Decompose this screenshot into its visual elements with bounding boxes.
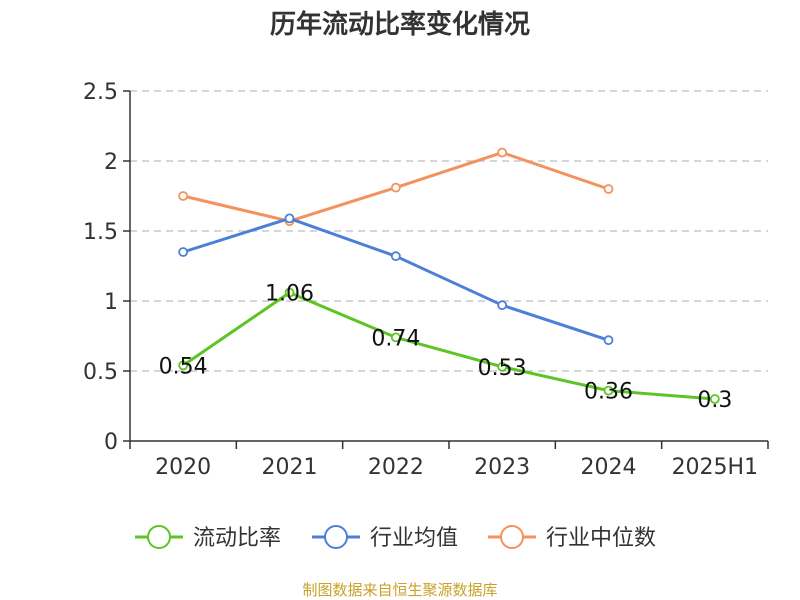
source-note: 制图数据来自恒生聚源数据库 bbox=[302, 581, 497, 599]
data-point[interactable] bbox=[390, 332, 401, 343]
data-point[interactable] bbox=[497, 147, 508, 158]
x-tick-label: 2024 bbox=[581, 455, 637, 480]
legend-marker bbox=[147, 525, 171, 549]
y-tick-label: 2.5 bbox=[83, 80, 118, 105]
data-label: 0.53 bbox=[478, 356, 527, 381]
series-line-0 bbox=[182, 291, 715, 401]
data-point[interactable] bbox=[284, 213, 295, 224]
y-tick-label: 0.5 bbox=[83, 360, 118, 385]
x-tick-label: 2025H1 bbox=[672, 455, 759, 480]
data-point[interactable] bbox=[709, 394, 720, 404]
legend[interactable]: 流动比率 行业均值 行业中位数 bbox=[135, 525, 656, 551]
legend-item-0[interactable]: 流动比率 bbox=[135, 525, 281, 551]
data-point[interactable] bbox=[178, 360, 189, 371]
data-labels: 0.54 1.06 0.74 0.53 0.36 0.3 bbox=[159, 282, 733, 413]
data-point[interactable] bbox=[178, 247, 189, 257]
data-point[interactable] bbox=[603, 184, 614, 194]
data-label: 1.06 bbox=[265, 282, 314, 307]
data-label: 0.36 bbox=[584, 380, 633, 405]
legend-label: 流动比率 bbox=[193, 526, 281, 551]
chart-title: 历年流动比率变化情况 bbox=[270, 9, 530, 40]
y-tick-label: 0 bbox=[104, 430, 118, 455]
legend-marker bbox=[324, 525, 348, 549]
data-label: 0.74 bbox=[371, 326, 420, 351]
y-tick-label: 1.5 bbox=[83, 220, 118, 245]
legend-marker bbox=[500, 525, 524, 549]
axes bbox=[123, 90, 769, 449]
grid-lines bbox=[130, 90, 768, 372]
y-tick-label: 1 bbox=[104, 290, 118, 315]
y-tick-label: 2 bbox=[104, 150, 118, 175]
legend-label: 行业均值 bbox=[370, 526, 458, 551]
tick-labels: 0 0.5 1 1.5 2 2.5 2020 2021 2022 2023 2024 2025H1 bbox=[83, 80, 758, 480]
data-point[interactable] bbox=[284, 287, 295, 298]
data-point[interactable] bbox=[497, 361, 508, 372]
x-tick-label: 2022 bbox=[368, 455, 424, 480]
legend-label: 行业中位数 bbox=[546, 526, 656, 551]
x-tick-label: 2020 bbox=[155, 455, 211, 480]
data-point[interactable] bbox=[390, 251, 401, 262]
data-point[interactable] bbox=[603, 385, 614, 396]
data-label: 0.3 bbox=[697, 388, 732, 413]
legend-item-2[interactable]: 行业中位数 bbox=[488, 525, 656, 551]
series-lines bbox=[178, 147, 720, 404]
legend-item-1[interactable]: 行业均值 bbox=[312, 525, 458, 551]
data-label: 0.54 bbox=[159, 354, 208, 379]
data-point[interactable] bbox=[390, 182, 401, 193]
data-point[interactable] bbox=[497, 300, 508, 311]
data-point[interactable] bbox=[603, 335, 614, 346]
data-point[interactable] bbox=[178, 191, 189, 201]
x-tick-label: 2023 bbox=[474, 455, 530, 480]
x-tick-label: 2021 bbox=[262, 455, 318, 480]
